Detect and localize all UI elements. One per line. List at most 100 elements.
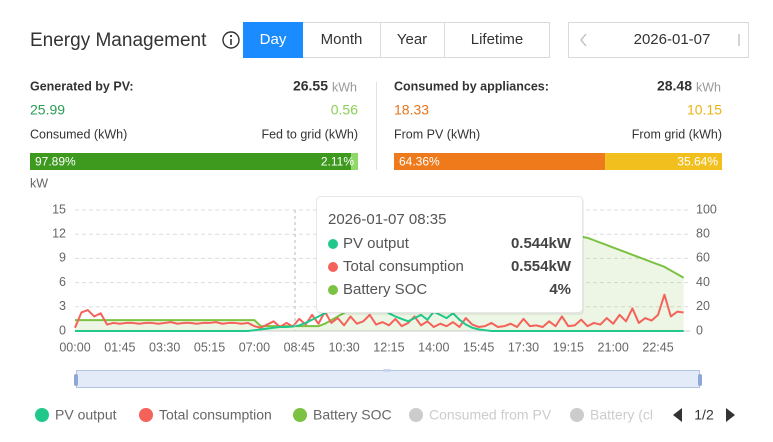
x-tick-label: 07:00 — [239, 340, 270, 354]
summary-right-value: 10.15 — [687, 102, 722, 118]
tooltip-name: PV output — [343, 235, 410, 252]
tooltip-value: 0.554kW — [511, 258, 572, 275]
info-dot — [229, 34, 233, 38]
summary-title: Consumed by appliances: — [394, 79, 549, 93]
slider-grip[interactable] — [383, 369, 391, 372]
tooltip-value: 4% — [549, 281, 571, 298]
pager-next[interactable] — [726, 408, 735, 422]
y-tick-label: 0 — [59, 323, 66, 337]
x-tick-label: 00:00 — [59, 340, 90, 354]
legend-marker[interactable] — [35, 408, 49, 422]
tooltip-dot — [328, 239, 338, 249]
ratio-segment — [605, 153, 722, 170]
legend-marker[interactable] — [139, 408, 153, 422]
tab-month[interactable]: Month — [321, 31, 363, 48]
x-tick-label: 08:45 — [284, 340, 315, 354]
x-tick-label: 22:45 — [642, 340, 673, 354]
summary-bars: 97.89% 2.11% 64.36% 35.64% — [30, 153, 722, 170]
ratio-label: 35.64% — [677, 155, 718, 169]
tooltip-dot — [328, 262, 338, 272]
prev-arrow[interactable] — [580, 33, 587, 47]
legend: PV output Total consumption Battery SOC Con… — [35, 407, 653, 423]
ratio-segment — [351, 153, 358, 170]
y-tick-label: 15 — [52, 202, 66, 216]
legend-label[interactable]: Battery (cl — [590, 407, 653, 423]
summary-total: 26.55 — [293, 78, 328, 94]
x-tick-label: 03:30 — [149, 340, 180, 354]
summary-left-label: Consumed (kWh) — [30, 127, 127, 141]
x-tick-label: 21:00 — [598, 340, 629, 354]
x-tick-label: 19:15 — [553, 340, 584, 354]
tab-day-bg[interactable] — [243, 22, 303, 58]
legend-label[interactable]: Total consumption — [159, 407, 272, 423]
x-tick-label: 12:15 — [373, 340, 404, 354]
summary-left-label: From PV (kWh) — [394, 127, 480, 141]
y-tick-label: 3 — [59, 299, 66, 313]
date-picker: 2026-01-07 — [568, 22, 749, 58]
tab-year[interactable]: Year — [397, 31, 427, 48]
ratio-label: 2.11% — [321, 155, 354, 169]
tooltip-dot — [328, 285, 338, 295]
legend-marker[interactable] — [570, 408, 584, 422]
date-frame[interactable] — [568, 22, 749, 58]
summary-right-label: From grid (kWh) — [632, 127, 722, 141]
y-tick-label: 9 — [59, 251, 66, 265]
x-tick-label: 05:15 — [194, 340, 225, 354]
tooltip-value: 0.544kW — [511, 235, 572, 252]
info-icon[interactable] — [222, 31, 240, 49]
tooltip-box — [316, 196, 583, 313]
summary-generated: Generated by PV: 26.55 kWh 25.99 0.56 Co… — [30, 78, 358, 142]
y2-tick-label: 80 — [696, 226, 710, 240]
summary-right-label: Fed to grid (kWh) — [261, 127, 358, 141]
y-axis-label: kW — [30, 176, 48, 190]
zoom-slider[interactable] — [74, 369, 702, 388]
pager-text: 1/2 — [694, 407, 714, 423]
y2-tick-label: 60 — [696, 251, 710, 265]
summary-unit: kWh — [696, 80, 721, 94]
legend-label[interactable]: Battery SOC — [313, 407, 392, 423]
summary-left-value: 25.99 — [30, 102, 65, 118]
y2-tick-label: 40 — [696, 275, 710, 289]
ratio-label: 97.89% — [35, 155, 76, 169]
series-line — [74, 293, 684, 329]
ratio-label: 64.36% — [399, 155, 440, 169]
summary-consumed: Consumed by appliances: 28.48 kWh 18.33 … — [394, 78, 722, 142]
summary-left-value: 18.33 — [394, 102, 429, 118]
tooltip-name: Total consumption — [343, 258, 464, 275]
page-title: Energy Management — [30, 30, 207, 51]
legend-marker[interactable] — [293, 408, 307, 422]
summary-title: Generated by PV: — [30, 79, 134, 93]
x-tick-label: 14:00 — [418, 340, 449, 354]
legend-marker[interactable] — [409, 408, 423, 422]
date-text: 2026-01-07 — [634, 31, 711, 48]
y-tick-label: 12 — [52, 226, 66, 240]
tooltip-title: 2026-01-07 08:35 — [328, 211, 446, 228]
pager-prev[interactable] — [673, 408, 682, 422]
tooltip: 2026-01-07 08:35 PV output 0.544kW Total… — [316, 196, 584, 315]
legend-label[interactable]: Consumed from PV — [429, 407, 552, 423]
legend-pager: 1/2 — [673, 407, 735, 423]
x-tick-label: 10:30 — [328, 340, 359, 354]
ratio-segment — [394, 153, 606, 170]
y2-tick-label: 20 — [696, 299, 710, 313]
slider-handle[interactable] — [74, 374, 78, 386]
tab-lifetime[interactable]: Lifetime — [471, 31, 524, 48]
x-tick-label: 15:45 — [463, 340, 494, 354]
tab-day[interactable]: Day — [260, 31, 287, 48]
y2-tick-label: 100 — [696, 202, 717, 216]
summary-right-value: 0.56 — [331, 102, 358, 118]
x-tick-label: 01:45 — [104, 340, 135, 354]
legend-label[interactable]: PV output — [55, 407, 117, 423]
tooltip-name: Battery SOC — [343, 281, 427, 298]
y2-tick-label: 0 — [696, 323, 703, 337]
y-tick-label: 6 — [59, 275, 66, 289]
slider-track[interactable] — [76, 370, 700, 388]
info-circle — [222, 31, 240, 49]
x-tick-label: 17:30 — [508, 340, 539, 354]
summary-total: 28.48 — [657, 78, 692, 94]
summary-unit: kWh — [332, 80, 357, 94]
slider-handle[interactable] — [698, 374, 702, 386]
tabs: Day Month Year Lifetime — [243, 22, 550, 58]
